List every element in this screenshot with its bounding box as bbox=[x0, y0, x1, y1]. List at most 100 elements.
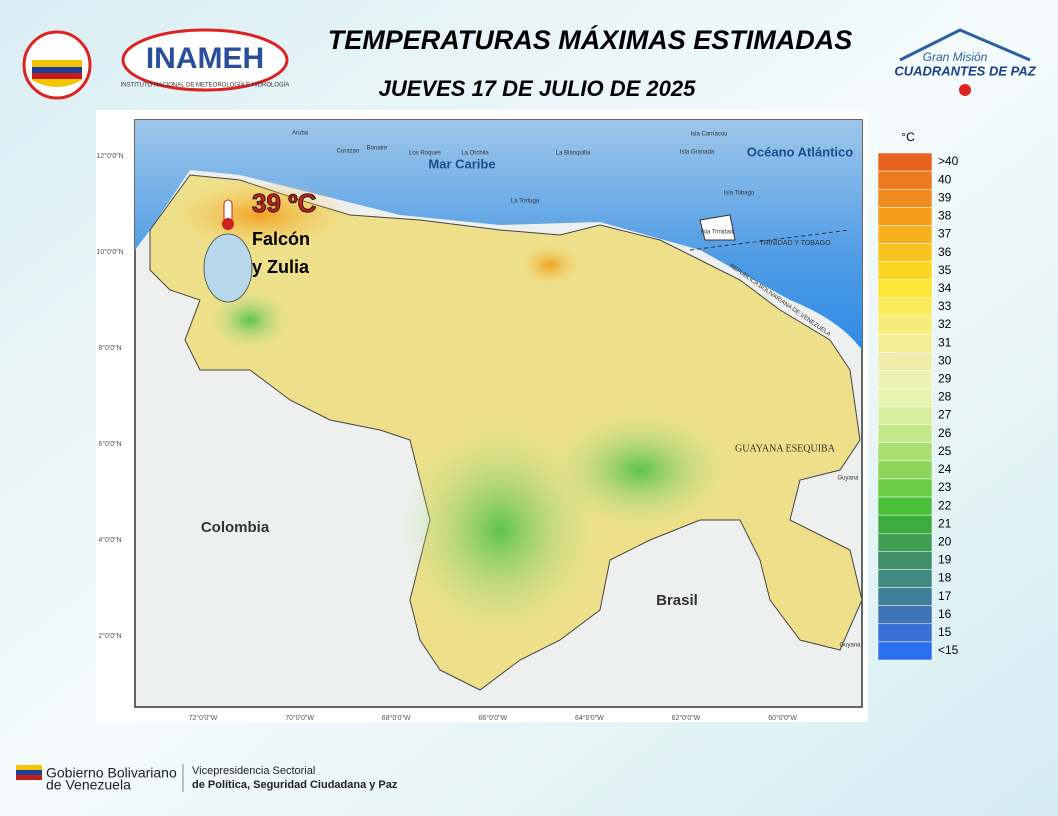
map-label: La Orchila bbox=[461, 151, 489, 157]
lat-label: 12°0'0"N bbox=[96, 152, 123, 160]
legend-label: 17 bbox=[938, 589, 952, 603]
legend-label: 21 bbox=[938, 516, 952, 530]
legend-swatch bbox=[877, 587, 933, 606]
legend-swatch bbox=[877, 279, 933, 299]
logo-right-bottom: CUADRANTES DE PAZ bbox=[894, 63, 1036, 78]
legend-swatch bbox=[877, 315, 933, 335]
map-label: Bonaire bbox=[367, 146, 388, 152]
hot-zone bbox=[520, 245, 580, 285]
map-label: Guyana bbox=[837, 476, 859, 482]
highlight-region: y Zulia bbox=[252, 257, 310, 277]
legend-label: 40 bbox=[938, 172, 952, 186]
logo-right: Gran Misión CUADRANTES DE PAZ bbox=[894, 28, 1037, 96]
highlight: 39 ºC Falcón y Zulia bbox=[222, 187, 317, 277]
legend-label: 36 bbox=[938, 245, 952, 259]
legend-label: 30 bbox=[938, 353, 952, 367]
map-label: GUAYANA ESEQUIBA bbox=[735, 443, 836, 454]
lon-label: 72°0'0"W bbox=[189, 714, 218, 722]
hot-zone bbox=[170, 180, 350, 250]
border bbox=[689, 229, 851, 251]
gov-line: de Venezuela bbox=[46, 777, 131, 793]
map-label: La Tortuga bbox=[511, 199, 540, 205]
map-label: La Blanquilla bbox=[556, 151, 591, 157]
green-zone bbox=[210, 290, 290, 350]
legend-label: 26 bbox=[938, 426, 952, 440]
map-label: Isla Trinidad bbox=[701, 230, 733, 236]
legend-label: 33 bbox=[938, 299, 952, 313]
lon-label: 68°0'0"W bbox=[382, 714, 411, 722]
map-label: Mar Caribe bbox=[428, 156, 495, 171]
green-zone bbox=[550, 410, 730, 530]
legend-label: 37 bbox=[938, 227, 952, 241]
legend-label: 22 bbox=[938, 498, 952, 512]
lat-label: 8°0'0"N bbox=[98, 344, 121, 352]
legend-swatch bbox=[877, 424, 933, 443]
legend-label: 15 bbox=[938, 625, 952, 639]
legend-label: 16 bbox=[938, 607, 952, 621]
map-label: Océano Atlántico bbox=[747, 144, 853, 159]
map-label: Colombia bbox=[201, 519, 270, 536]
legend-swatch bbox=[877, 641, 933, 661]
legend-swatch bbox=[877, 406, 933, 425]
legend-label: 19 bbox=[938, 553, 952, 567]
legend-swatch bbox=[877, 297, 933, 317]
legend-unit: °C bbox=[901, 130, 915, 144]
legend-swatch bbox=[877, 333, 933, 353]
legend-label: 28 bbox=[938, 390, 952, 404]
footer: Gobierno Bolivariano de Venezuela Vicepr… bbox=[16, 764, 398, 793]
sea bbox=[135, 120, 862, 350]
legend-swatch bbox=[877, 207, 933, 226]
legend-swatch bbox=[877, 442, 933, 462]
legend-label: 24 bbox=[938, 462, 952, 476]
legend-swatch bbox=[877, 261, 933, 280]
map-label: Isla Tobago bbox=[724, 191, 755, 197]
lat-label: 2°0'0"N bbox=[98, 632, 121, 640]
logo-left: INAMEH INSTITUTO NACIONAL DE METEOROLOGÍ… bbox=[22, 28, 290, 100]
lon-label: 60°0'0"W bbox=[768, 714, 797, 722]
logo-subtext: INSTITUTO NACIONAL DE METEOROLOGÍA E HID… bbox=[121, 82, 290, 89]
map-label: Isla Granada bbox=[680, 150, 715, 156]
legend-label: 35 bbox=[938, 263, 952, 277]
map-label: Isla Carriacou bbox=[690, 132, 727, 138]
highlight-region: Falcón bbox=[252, 229, 310, 249]
map-label: Los Roques bbox=[409, 151, 441, 157]
lon-label: 62°0'0"W bbox=[672, 714, 701, 722]
map-label: Brasil bbox=[656, 592, 698, 609]
legend-label: 23 bbox=[938, 480, 952, 494]
gov-line: Gobierno Bolivariano bbox=[46, 765, 177, 781]
map-label: Guyana bbox=[839, 643, 861, 649]
logo-text: INAMEH bbox=[146, 42, 264, 75]
subtitle: JUEVES 17 DE JULIO DE 2025 bbox=[379, 76, 696, 101]
legend: >40 40 39 38 37 36 35 34 33 32 31 30 29 28 27 26 25 24 23 2… bbox=[877, 152, 959, 661]
lake-maracaibo bbox=[203, 233, 253, 303]
legend-swatch bbox=[877, 170, 933, 190]
logo-right-top: Gran Misión bbox=[923, 50, 988, 64]
legend-label: 32 bbox=[938, 317, 952, 331]
map-label: TRINIDAD Y TOBAGO bbox=[759, 240, 831, 247]
legend-swatch bbox=[877, 478, 933, 498]
lon-label: 70°0'0"W bbox=[285, 714, 314, 722]
lat-label: 6°0'0"N bbox=[98, 440, 121, 448]
map-label: Curazao bbox=[337, 149, 360, 155]
legend-swatch bbox=[877, 370, 933, 389]
legend-label: 29 bbox=[938, 372, 952, 386]
lat-label: 10°0'0"N bbox=[96, 248, 123, 256]
legend-label: 38 bbox=[938, 209, 952, 223]
legend-swatch bbox=[877, 605, 933, 625]
lat-label: 4°0'0"N bbox=[98, 536, 121, 544]
legend-label: <15 bbox=[938, 643, 959, 657]
legend-swatch bbox=[877, 188, 933, 208]
vice-line: de Política, Seguridad Ciudadana y Paz bbox=[192, 779, 398, 791]
legend-swatch bbox=[877, 533, 933, 552]
green-zone bbox=[400, 420, 600, 640]
legend-swatch bbox=[877, 243, 933, 262]
legend-label: 31 bbox=[938, 335, 952, 349]
legend-swatch bbox=[877, 569, 933, 588]
legend-label: >40 bbox=[938, 154, 959, 168]
highlight-value: 39 ºC bbox=[252, 188, 317, 218]
legend-swatch bbox=[877, 623, 933, 643]
legend-swatch bbox=[877, 496, 933, 516]
legend-swatch bbox=[877, 514, 933, 534]
trinidad bbox=[699, 214, 736, 241]
